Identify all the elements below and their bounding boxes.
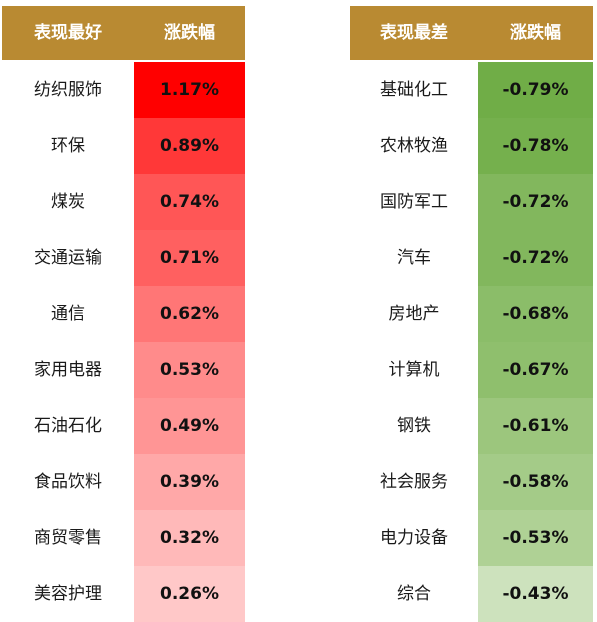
worst-sector-label: 基础化工 bbox=[380, 80, 448, 100]
worst-value-cell-bg bbox=[478, 286, 593, 342]
best-value-cell-bg bbox=[134, 62, 245, 118]
best-sector-label: 美容护理 bbox=[34, 584, 102, 604]
worst-change-value: -0.43% bbox=[502, 584, 569, 604]
best-value-cell-bg bbox=[134, 286, 245, 342]
worst-change-value: -0.72% bbox=[502, 248, 569, 268]
best-sector-label: 食品饮料 bbox=[34, 472, 102, 492]
worst-value-cell-bg bbox=[478, 174, 593, 230]
best-change-value: 0.89% bbox=[160, 136, 219, 156]
worst-sector-label: 电力设备 bbox=[380, 528, 448, 548]
worst-value-cell-bg bbox=[478, 510, 593, 566]
worst-sector-label: 社会服务 bbox=[380, 472, 448, 492]
worst-value-cell-bg bbox=[478, 454, 593, 510]
worst-sector-label: 综合 bbox=[397, 584, 431, 604]
best-sector-label: 纺织服饰 bbox=[34, 80, 102, 100]
header-best-change: 涨跌幅 bbox=[164, 23, 215, 43]
header-best-label: 表现最好 bbox=[34, 23, 102, 43]
worst-value-cell-bg bbox=[478, 398, 593, 454]
header-worst-change: 涨跌幅 bbox=[510, 23, 561, 43]
worst-value-cell-bg bbox=[478, 230, 593, 286]
worst-change-value: -0.68% bbox=[502, 304, 569, 324]
worst-change-value: -0.58% bbox=[502, 472, 569, 492]
worst-value-cell-bg bbox=[478, 118, 593, 174]
worst-value-cell-bg bbox=[478, 342, 593, 398]
worst-sector-label: 国防军工 bbox=[380, 192, 448, 212]
best-change-value: 0.62% bbox=[160, 304, 219, 324]
worst-sector-label: 汽车 bbox=[397, 248, 431, 268]
worst-change-value: -0.67% bbox=[502, 360, 569, 380]
best-change-value: 0.32% bbox=[160, 528, 219, 548]
best-value-cell-bg bbox=[134, 174, 245, 230]
worst-change-value: -0.78% bbox=[502, 136, 569, 156]
best-change-value: 0.39% bbox=[160, 472, 219, 492]
worst-change-value: -0.53% bbox=[502, 528, 569, 548]
best-sector-label: 环保 bbox=[51, 136, 85, 156]
best-value-cell-bg bbox=[134, 342, 245, 398]
best-sector-label: 商贸零售 bbox=[34, 528, 102, 548]
best-sector-label: 家用电器 bbox=[34, 360, 102, 380]
worst-value-cell-bg bbox=[478, 62, 593, 118]
best-value-cell-bg bbox=[134, 398, 245, 454]
worst-sector-label: 钢铁 bbox=[397, 416, 431, 436]
best-sector-label: 交通运输 bbox=[34, 248, 102, 268]
worst-change-value: -0.61% bbox=[502, 416, 569, 436]
best-change-value: 0.53% bbox=[160, 360, 219, 380]
header-bar-best bbox=[2, 6, 245, 60]
best-value-cell-bg bbox=[134, 118, 245, 174]
header-bar-worst bbox=[350, 6, 593, 60]
header-worst-label: 表现最差 bbox=[380, 23, 448, 43]
best-change-value: 0.49% bbox=[160, 416, 219, 436]
worst-sector-label: 计算机 bbox=[388, 360, 440, 380]
worst-value-cell-bg bbox=[478, 566, 593, 622]
best-sector-label: 煤炭 bbox=[51, 192, 85, 212]
worst-change-value: -0.72% bbox=[502, 192, 569, 212]
best-value-cell-bg bbox=[134, 230, 245, 286]
best-value-cell-bg bbox=[134, 566, 245, 622]
best-change-value: 0.71% bbox=[160, 248, 219, 268]
best-sector-label: 通信 bbox=[51, 304, 85, 324]
worst-change-value: -0.79% bbox=[502, 80, 569, 100]
best-change-value: 0.26% bbox=[160, 584, 219, 604]
best-change-value: 0.74% bbox=[160, 192, 219, 212]
best-sector-label: 石油石化 bbox=[34, 416, 102, 436]
worst-sector-label: 农林牧渔 bbox=[380, 136, 448, 156]
best-change-value: 1.17% bbox=[160, 80, 219, 100]
worst-sector-label: 房地产 bbox=[388, 304, 440, 324]
best-value-cell-bg bbox=[134, 510, 245, 566]
best-value-cell-bg bbox=[134, 454, 245, 510]
